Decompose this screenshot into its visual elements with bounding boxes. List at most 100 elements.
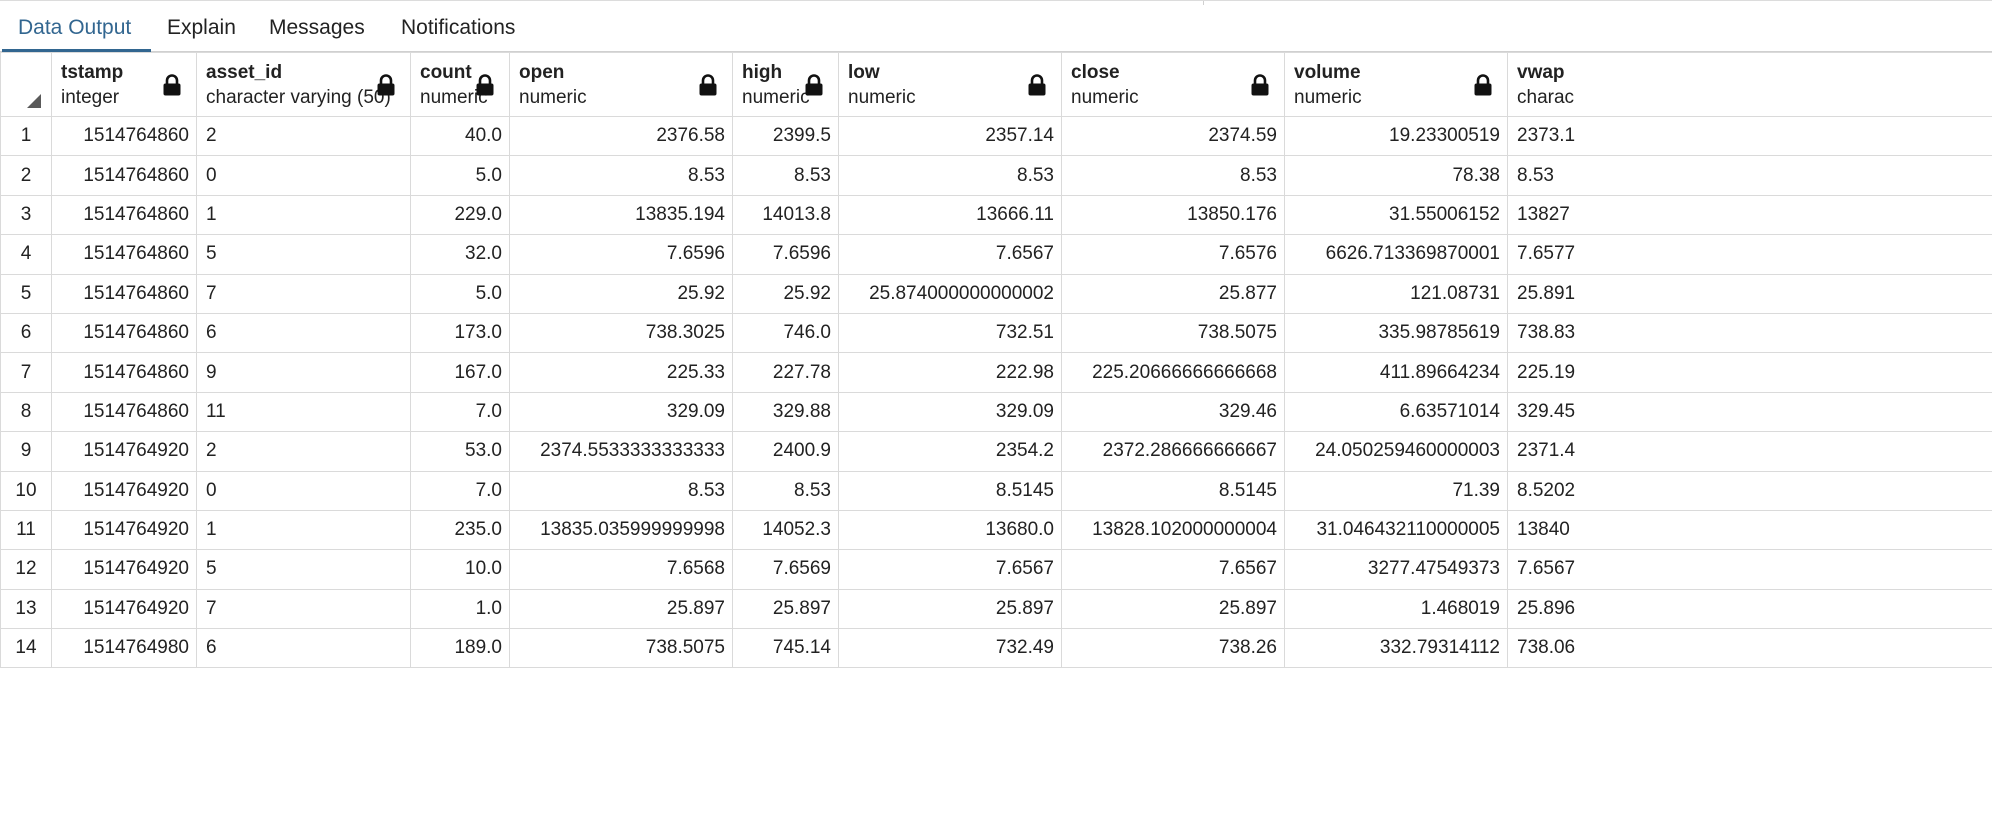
table-row[interactable]: 4 1514764860 5 32.0 7.6596 7.6596 7.6567 7.6576… <box>1 235 1992 274</box>
cell-low[interactable]: 13666.11 <box>839 195 1062 234</box>
cell-vwap[interactable]: 2371.4 <box>1508 432 1992 471</box>
cell-count[interactable]: 167.0 <box>411 353 510 392</box>
table-row[interactable]: 13 1514764920 7 1.0 25.897 25.897 25.897 25.897… <box>1 589 1992 628</box>
cell-asset-id[interactable]: 9 <box>197 353 411 392</box>
cell-close[interactable]: 7.6576 <box>1062 235 1285 274</box>
cell-close[interactable]: 13828.102000000004 <box>1062 510 1285 549</box>
cell-vwap[interactable]: 8.5202 <box>1508 471 1992 510</box>
tab-data-output[interactable]: Data Output <box>2 1 151 52</box>
cell-volume[interactable]: 24.050259460000003 <box>1285 432 1508 471</box>
cell-high[interactable]: 8.53 <box>733 156 839 195</box>
cell-tstamp[interactable]: 1514764860 <box>52 392 197 431</box>
cell-asset-id[interactable]: 2 <box>197 117 411 156</box>
cell-count[interactable]: 1.0 <box>411 589 510 628</box>
cell-vwap[interactable]: 8.53 <box>1508 156 1992 195</box>
cell-count[interactable]: 173.0 <box>411 313 510 352</box>
cell-count[interactable]: 229.0 <box>411 195 510 234</box>
cell-asset-id[interactable]: 5 <box>197 235 411 274</box>
cell-tstamp[interactable]: 1514764920 <box>52 471 197 510</box>
cell-asset-id[interactable]: 0 <box>197 156 411 195</box>
cell-low[interactable]: 732.49 <box>839 629 1062 668</box>
cell-count[interactable]: 5.0 <box>411 274 510 313</box>
cell-asset-id[interactable]: 1 <box>197 195 411 234</box>
table-row[interactable]: 7 1514764860 9 167.0 225.33 227.78 222.98 225.2… <box>1 353 1992 392</box>
cell-low[interactable]: 13680.0 <box>839 510 1062 549</box>
cell-open[interactable]: 25.92 <box>510 274 733 313</box>
cell-high[interactable]: 227.78 <box>733 353 839 392</box>
cell-asset-id[interactable]: 6 <box>197 629 411 668</box>
cell-tstamp[interactable]: 1514764860 <box>52 313 197 352</box>
table-row[interactable]: 14 1514764980 6 189.0 738.5075 745.14 732.49 73… <box>1 629 1992 668</box>
column-header-volume[interactable]: volume numeric <box>1285 53 1508 117</box>
row-number[interactable]: 4 <box>1 235 52 274</box>
cell-tstamp[interactable]: 1514764860 <box>52 274 197 313</box>
cell-close[interactable]: 25.877 <box>1062 274 1285 313</box>
table-row[interactable]: 8 1514764860 11 7.0 329.09 329.88 329.09 329.46… <box>1 392 1992 431</box>
row-number[interactable]: 14 <box>1 629 52 668</box>
cell-tstamp[interactable]: 1514764860 <box>52 353 197 392</box>
cell-count[interactable]: 189.0 <box>411 629 510 668</box>
table-row[interactable]: 3 1514764860 1 229.0 13835.194 14013.8 13666.1… <box>1 195 1992 234</box>
row-number[interactable]: 1 <box>1 117 52 156</box>
cell-asset-id[interactable]: 7 <box>197 589 411 628</box>
row-number[interactable]: 2 <box>1 156 52 195</box>
cell-vwap[interactable]: 7.6577 <box>1508 235 1992 274</box>
cell-volume[interactable]: 3277.47549373 <box>1285 550 1508 589</box>
table-row[interactable]: 5 1514764860 7 5.0 25.92 25.92 25.874000000000… <box>1 274 1992 313</box>
cell-vwap[interactable]: 329.45 <box>1508 392 1992 431</box>
cell-tstamp[interactable]: 1514764860 <box>52 195 197 234</box>
cell-open[interactable]: 8.53 <box>510 471 733 510</box>
cell-close[interactable]: 329.46 <box>1062 392 1285 431</box>
cell-close[interactable]: 225.20666666666668 <box>1062 353 1285 392</box>
cell-high[interactable]: 746.0 <box>733 313 839 352</box>
cell-vwap[interactable]: 7.6567 <box>1508 550 1992 589</box>
cell-high[interactable]: 25.92 <box>733 274 839 313</box>
table-row[interactable]: 12 1514764920 5 10.0 7.6568 7.6569 7.6567 7.656… <box>1 550 1992 589</box>
cell-close[interactable]: 8.5145 <box>1062 471 1285 510</box>
cell-tstamp[interactable]: 1514764860 <box>52 117 197 156</box>
cell-close[interactable]: 2372.286666666667 <box>1062 432 1285 471</box>
select-all-corner[interactable] <box>1 53 52 117</box>
cell-asset-id[interactable]: 1 <box>197 510 411 549</box>
row-number[interactable]: 12 <box>1 550 52 589</box>
cell-volume[interactable]: 6626.713369870001 <box>1285 235 1508 274</box>
table-row[interactable]: 6 1514764860 6 173.0 738.3025 746.0 732.51 738.… <box>1 313 1992 352</box>
column-header-open[interactable]: open numeric <box>510 53 733 117</box>
row-number[interactable]: 11 <box>1 510 52 549</box>
column-header-count[interactable]: count numeric <box>411 53 510 117</box>
cell-open[interactable]: 25.897 <box>510 589 733 628</box>
cell-tstamp[interactable]: 1514764860 <box>52 156 197 195</box>
cell-volume[interactable]: 411.89664234 <box>1285 353 1508 392</box>
cell-high[interactable]: 14052.3 <box>733 510 839 549</box>
cell-volume[interactable]: 1.468019 <box>1285 589 1508 628</box>
cell-volume[interactable]: 6.63571014 <box>1285 392 1508 431</box>
cell-low[interactable]: 329.09 <box>839 392 1062 431</box>
cell-open[interactable]: 2376.58 <box>510 117 733 156</box>
cell-low[interactable]: 222.98 <box>839 353 1062 392</box>
row-number[interactable]: 10 <box>1 471 52 510</box>
table-row[interactable]: 10 1514764920 0 7.0 8.53 8.53 8.5145 8.5145 71.3… <box>1 471 1992 510</box>
cell-volume[interactable]: 78.38 <box>1285 156 1508 195</box>
cell-high[interactable]: 2399.5 <box>733 117 839 156</box>
table-row[interactable]: 9 1514764920 2 53.0 2374.5533333333333 2400.9… <box>1 432 1992 471</box>
column-header-tstamp[interactable]: tstamp integer <box>52 53 197 117</box>
cell-count[interactable]: 5.0 <box>411 156 510 195</box>
cell-tstamp[interactable]: 1514764980 <box>52 629 197 668</box>
table-row[interactable]: 1 1514764860 2 40.0 2376.58 2399.5 2357.14 2374… <box>1 117 1992 156</box>
row-number[interactable]: 6 <box>1 313 52 352</box>
cell-high[interactable]: 329.88 <box>733 392 839 431</box>
cell-tstamp[interactable]: 1514764860 <box>52 235 197 274</box>
cell-asset-id[interactable]: 2 <box>197 432 411 471</box>
cell-count[interactable]: 235.0 <box>411 510 510 549</box>
cell-volume[interactable]: 31.55006152 <box>1285 195 1508 234</box>
cell-tstamp[interactable]: 1514764920 <box>52 589 197 628</box>
column-header-vwap[interactable]: vwap charac <box>1508 53 1992 117</box>
cell-count[interactable]: 7.0 <box>411 471 510 510</box>
cell-low[interactable]: 2354.2 <box>839 432 1062 471</box>
tab-notifications[interactable]: Notifications <box>385 1 531 52</box>
cell-close[interactable]: 2374.59 <box>1062 117 1285 156</box>
row-number[interactable]: 3 <box>1 195 52 234</box>
cell-close[interactable]: 7.6567 <box>1062 550 1285 589</box>
cell-vwap[interactable]: 225.19 <box>1508 353 1992 392</box>
cell-close[interactable]: 13850.176 <box>1062 195 1285 234</box>
